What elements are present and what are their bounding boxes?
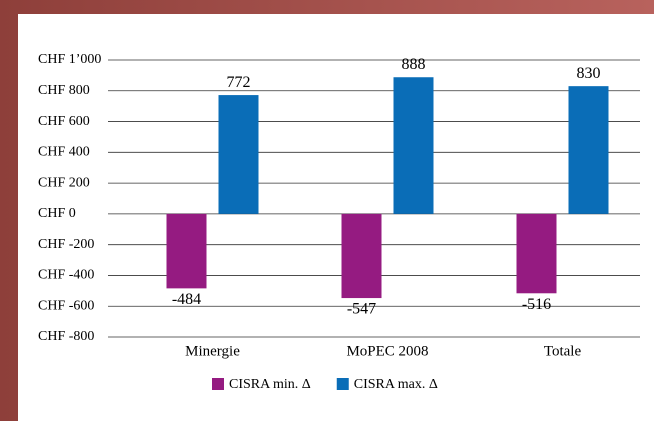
y-tick-label: CHF 1’000	[38, 52, 101, 67]
bar	[516, 213, 557, 294]
x-tick-label: MoPEC 2008	[346, 343, 428, 359]
bar	[166, 213, 207, 289]
bar	[568, 86, 609, 214]
x-tick-label: Minergie	[185, 343, 240, 359]
y-tick-label: CHF -400	[38, 268, 94, 283]
data-label: -547	[347, 301, 376, 318]
data-label: 888	[402, 56, 426, 73]
bar	[218, 95, 259, 214]
legend-swatch	[336, 378, 349, 390]
legend-label: CISRA min. Δ	[229, 377, 311, 392]
legend-label: CISRA max. Δ	[354, 377, 438, 392]
y-tick-label: CHF 0	[38, 206, 76, 221]
y-tick-label: CHF 200	[38, 175, 90, 190]
bar	[341, 213, 382, 299]
data-label: -516	[522, 296, 551, 313]
y-tick-label: CHF -800	[38, 329, 94, 344]
y-tick-label: CHF 600	[38, 114, 90, 129]
bar	[393, 77, 434, 214]
x-tick-label: Totale	[544, 343, 582, 359]
data-label: -484	[172, 291, 201, 308]
y-tick-label: CHF 800	[38, 83, 90, 98]
data-label: 772	[227, 74, 251, 91]
data-label: 830	[577, 65, 601, 82]
y-tick-label: CHF -600	[38, 298, 94, 313]
panel	[18, 14, 654, 421]
legend-swatch	[212, 378, 224, 390]
y-tick-label: CHF 400	[38, 145, 90, 160]
y-tick-label: CHF -200	[38, 237, 94, 252]
